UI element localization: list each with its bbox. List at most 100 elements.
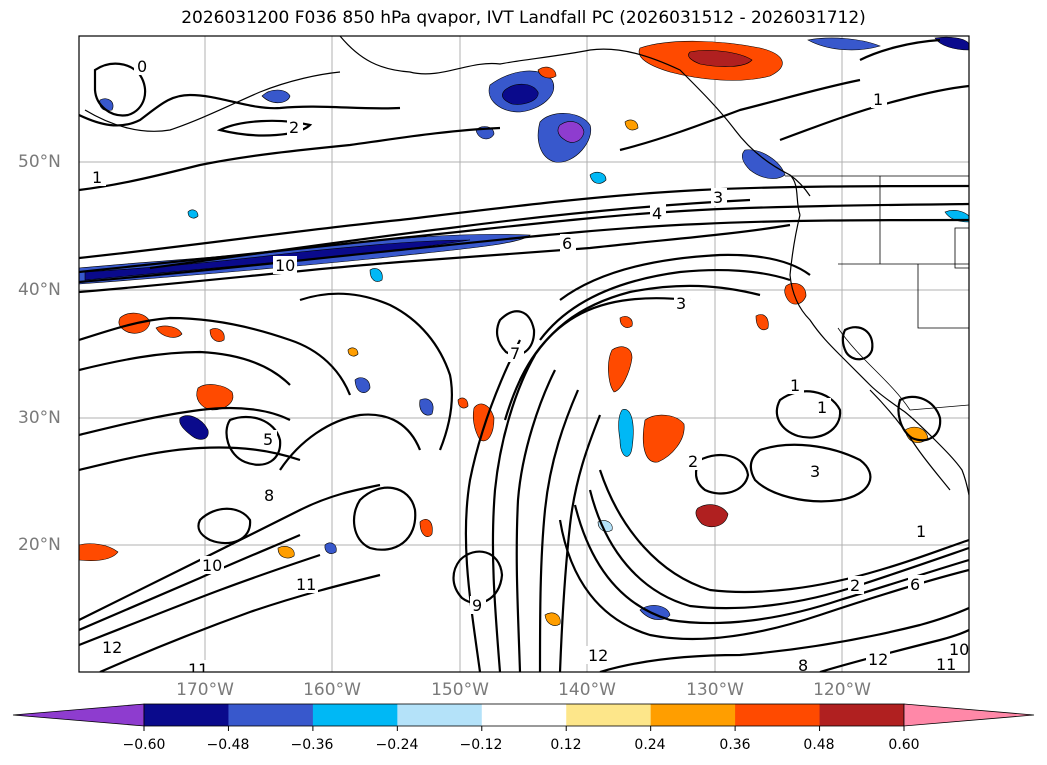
lon-label-170w: 170°W [176, 680, 234, 700]
colorbar-under-arrow [12, 703, 145, 727]
contour-sw-4 [99, 573, 381, 672]
contour-label: 12 [588, 646, 608, 665]
contour-label: 11 [296, 575, 316, 594]
contour-loop-e [749, 443, 872, 503]
contour-label: 6 [910, 575, 920, 594]
contour-label: 12 [102, 638, 122, 657]
patch-sw-2 [419, 519, 433, 537]
contour-mid-2 [539, 269, 791, 341]
colorbar-tick-marks [143, 726, 905, 731]
plot-title: 2026031200 F036 850 hPa qvapor, IVT Land… [181, 8, 866, 28]
colorbar-segment [735, 704, 821, 726]
contour-loop-f [495, 310, 536, 356]
contour-loop-north [93, 62, 147, 117]
contour-label: 1 [817, 398, 827, 417]
patch-gulf-b-core [557, 121, 585, 143]
aleutians [84, 71, 341, 132]
contour-loop-a [197, 507, 252, 545]
contour-north-4 [779, 84, 969, 142]
contour-north-2 [79, 126, 501, 192]
contour-jet-1 [79, 184, 969, 260]
contour-south-1 [599, 606, 969, 672]
lat-label-20n: 20°N [18, 535, 61, 555]
contour-west-1 [79, 316, 352, 396]
colorbar-tick-label: 0.60 [888, 737, 920, 753]
contour-label: 2 [688, 452, 698, 471]
coastlines [84, 36, 969, 496]
colorbar-tick-label: −0.60 [122, 737, 166, 753]
patch-small-16 [624, 119, 639, 131]
contour-label: 10 [202, 556, 222, 575]
contour-label: 10 [949, 640, 969, 659]
patch-small-2 [589, 171, 607, 184]
contour-loop-c [452, 550, 504, 605]
patch-sw-a [179, 415, 209, 440]
contour-c4 [538, 389, 580, 672]
contour-c5 [558, 414, 602, 672]
contour-label: 6 [562, 234, 572, 253]
contour-coast-1 [841, 326, 874, 361]
contour-c2 [491, 354, 536, 672]
map-border [78, 35, 970, 673]
contour-label: 11 [936, 655, 956, 674]
bc-coast [789, 174, 801, 216]
lon-label-160w: 160°W [303, 680, 361, 700]
contour-loop-d [775, 390, 842, 439]
patch-gulf-a-core [502, 83, 539, 105]
patch-small-3 [369, 268, 383, 282]
colorbar-over-arrow [903, 703, 1035, 727]
colorbar-tick-label: −0.36 [290, 737, 334, 753]
contour-sw-2 [79, 533, 301, 632]
patch-small-10 [155, 325, 183, 338]
colorbar-segment [566, 704, 652, 726]
contour-mid-west [299, 292, 454, 451]
lon-label-130w: 130°W [686, 680, 744, 700]
contour-label: 4 [652, 204, 662, 223]
patch-center-4 [695, 504, 729, 527]
contour-lines [79, 38, 969, 672]
contour-north-5 [619, 78, 861, 152]
colorbar-tick-label: −0.48 [206, 737, 250, 753]
positive-patches [79, 40, 929, 626]
contour-north-3 [216, 119, 313, 137]
contour-coast-2 [897, 395, 942, 442]
contour-north-6 [859, 38, 941, 61]
patch-small-5 [324, 542, 337, 554]
contour-c3 [515, 369, 556, 672]
colorbar-tick-label: 0.36 [719, 737, 751, 753]
colorbar-segment [312, 704, 398, 726]
contour-mid-4 [503, 297, 691, 421]
contour-label: 2 [289, 118, 299, 137]
baja [869, 389, 951, 491]
colorbar-tick-label: −0.12 [459, 737, 503, 753]
contour-sw-3 [79, 553, 321, 647]
patch-center-2 [608, 346, 633, 393]
lon-label-140w: 140°W [558, 680, 616, 700]
contour-label: 3 [713, 188, 723, 207]
patch-small-8 [619, 316, 633, 328]
lon-label-150w: 150°W [431, 680, 489, 700]
contour-label: 11 [188, 660, 208, 679]
contour-label-boxes [90, 57, 969, 672]
patch-mid-a [354, 377, 371, 393]
contour-jet-3 [79, 218, 969, 284]
colorbar-tick-label: 0.24 [634, 737, 666, 753]
contour-label: 1 [873, 90, 883, 109]
contour-label: 0 [137, 57, 147, 76]
colorbar-segment [397, 704, 483, 726]
contour-sw-6 [79, 446, 301, 472]
contour-label: 8 [798, 656, 808, 675]
lat-label-40n: 40°N [18, 280, 61, 300]
us-west-coast [789, 214, 969, 496]
lon-label-120w: 120°W [813, 680, 871, 700]
patch-center-3 [642, 414, 685, 463]
contour-mid-west-2 [279, 413, 422, 471]
contour-label: 1 [790, 376, 800, 395]
patch-small-15 [347, 347, 359, 357]
patch-mid-c [618, 409, 634, 457]
contour-label: 3 [810, 462, 820, 481]
colorbar-segment [144, 704, 229, 726]
patch-sw-1 [277, 546, 295, 559]
patch-alaska-core [688, 50, 753, 67]
contour-loop-g [694, 453, 750, 495]
